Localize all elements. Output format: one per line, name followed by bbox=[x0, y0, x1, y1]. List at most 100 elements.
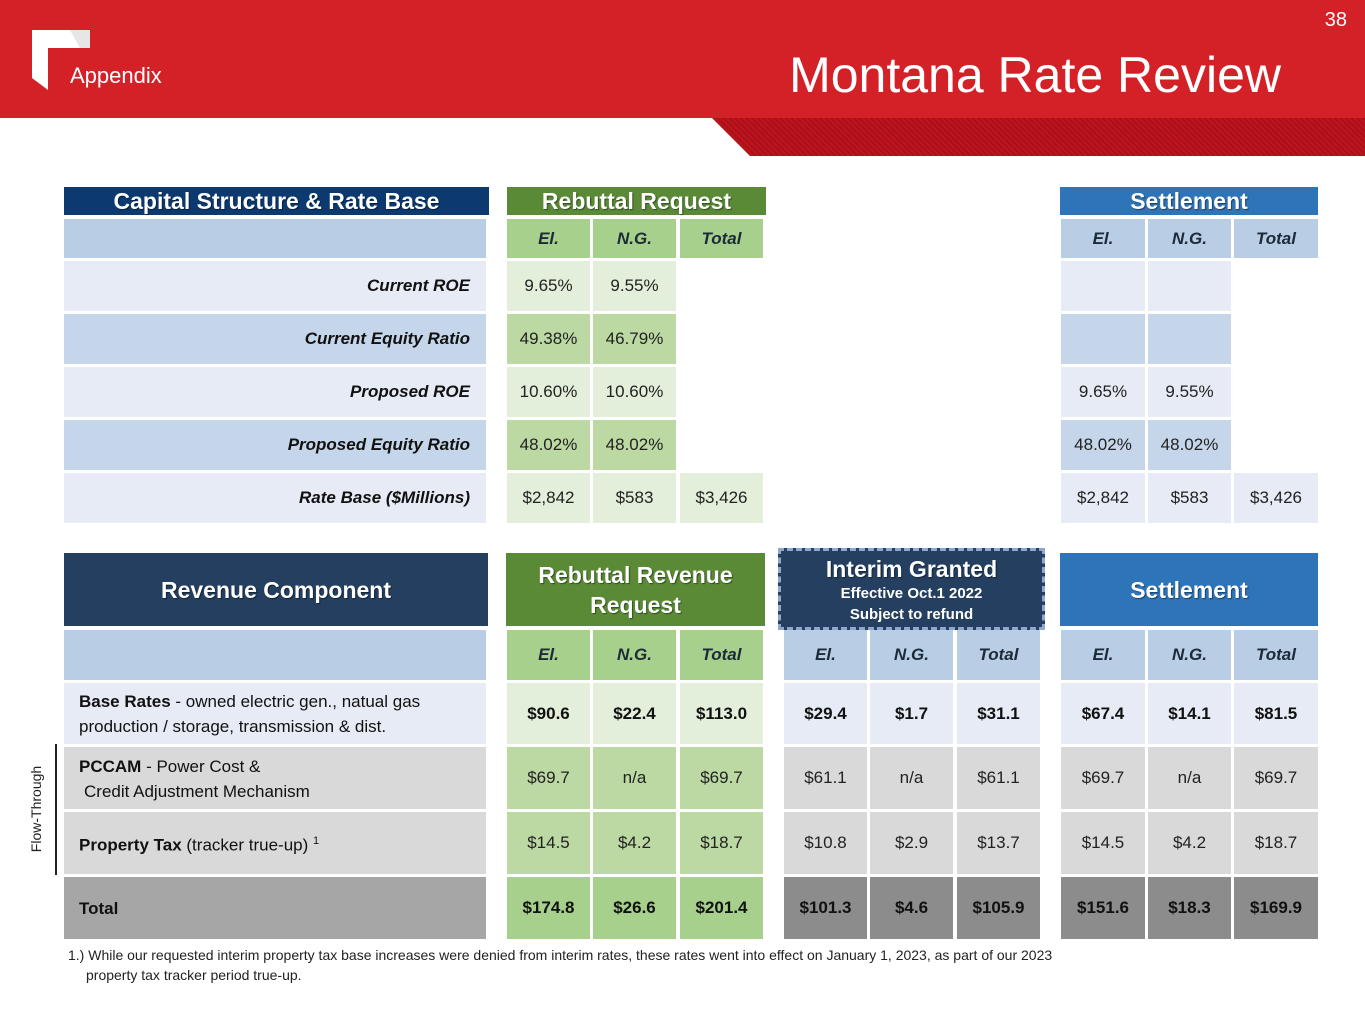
table2-rebuttal-col-total: Total bbox=[680, 630, 763, 680]
row-label-rest: - Power Cost & bbox=[141, 757, 261, 776]
table1-rebuttal-col-ng: N.G. bbox=[593, 219, 676, 258]
table1-cell: 9.65% bbox=[1061, 367, 1145, 417]
row-label-proposed-roe: Proposed ROE bbox=[64, 367, 486, 417]
table1-cell: 49.38% bbox=[507, 314, 590, 364]
table2-cell: $69.7 bbox=[680, 747, 763, 809]
table2-cell: $26.6 bbox=[593, 877, 676, 939]
table1-cell: $2,842 bbox=[507, 473, 590, 523]
page-number: 38 bbox=[1324, 9, 1347, 31]
row-label-line2: Credit Adjustment Mechanism bbox=[84, 782, 310, 801]
row-label-line1: Property Tax (tracker true-up) 1 bbox=[79, 829, 319, 858]
table2-rebuttal-col-ng: N.G. bbox=[593, 630, 676, 680]
table2-cell: $61.1 bbox=[957, 747, 1040, 809]
row-label-bold: PCCAM bbox=[79, 757, 142, 776]
row-label-property-tax: Property Tax (tracker true-up) 1 bbox=[64, 812, 486, 874]
table2-cell: n/a bbox=[1148, 747, 1231, 809]
rebuttal-revenue-request-header: Rebuttal Revenue Request bbox=[506, 553, 765, 626]
header-stripe bbox=[712, 118, 1365, 156]
row-label-line2: production / storage, transmission & dis… bbox=[79, 717, 387, 736]
row-label-total: Total bbox=[64, 877, 486, 939]
row-label-base-rates: Base Rates - owned electric gen., natual… bbox=[64, 683, 486, 744]
table1-cell: 9.65% bbox=[507, 261, 590, 311]
interim-effective-date: Effective Oct.1 2022 bbox=[840, 585, 983, 602]
table2-cell: $69.7 bbox=[507, 747, 590, 809]
table2-cell: $101.3 bbox=[784, 877, 867, 939]
table2-cell: $29.4 bbox=[784, 683, 867, 744]
table1-cell: $2,842 bbox=[1061, 473, 1145, 523]
rebuttal-request-header: Rebuttal Request bbox=[507, 187, 766, 215]
table2-cell: $14.5 bbox=[1061, 812, 1145, 874]
footnote-mark: 1 bbox=[313, 834, 320, 847]
table1-cell: $583 bbox=[1148, 473, 1231, 523]
table2-cell: $69.7 bbox=[1061, 747, 1145, 809]
table2-cell: $90.6 bbox=[507, 683, 590, 744]
table1-cell bbox=[1148, 314, 1231, 364]
table1-cell: 10.60% bbox=[593, 367, 676, 417]
table1-rebuttal-col-el: El. bbox=[507, 219, 590, 258]
row-label-current-roe: Current ROE bbox=[64, 261, 486, 311]
row-label-current-equity-ratio: Current Equity Ratio bbox=[64, 314, 486, 364]
table2-cell: $31.1 bbox=[957, 683, 1040, 744]
table1-cell: 48.02% bbox=[507, 420, 590, 470]
table1-cell: 48.02% bbox=[1148, 420, 1231, 470]
table1-cell: 48.02% bbox=[1061, 420, 1145, 470]
interim-granted-header: Interim Granted Effective Oct.1 2022 Sub… bbox=[778, 548, 1045, 630]
table1-rebuttal-col-total: Total bbox=[680, 219, 763, 258]
table2-cell: $61.1 bbox=[784, 747, 867, 809]
row-label-line1: Base Rates - owned electric gen., natual… bbox=[79, 689, 486, 714]
section-label: Appendix bbox=[70, 63, 162, 88]
table1-settlement-col-ng: N.G. bbox=[1148, 219, 1231, 258]
table2-cell: $18.3 bbox=[1148, 877, 1231, 939]
table2-cell: n/a bbox=[593, 747, 676, 809]
header-banner bbox=[0, 0, 1365, 118]
row-label-bold: Base Rates bbox=[79, 692, 171, 711]
table2-cell: $14.1 bbox=[1148, 683, 1231, 744]
table2-cell: $13.7 bbox=[957, 812, 1040, 874]
row-label-rest: - owned electric gen., natual gas bbox=[170, 692, 421, 711]
table2-interim-col-ng: N.G. bbox=[870, 630, 953, 680]
table1-cell bbox=[1148, 261, 1231, 311]
table2-settlement-col-el: El. bbox=[1061, 630, 1145, 680]
revenue-component-header: Revenue Component bbox=[64, 553, 488, 626]
flow-through-bracket bbox=[55, 744, 57, 875]
table1-cell: $3,426 bbox=[1234, 473, 1318, 523]
table1-cell bbox=[1061, 261, 1145, 311]
table2-cell: $2.9 bbox=[870, 812, 953, 874]
footnote-line1: 1.) While our requested interim property… bbox=[68, 947, 1053, 963]
table2-cell: $4.6 bbox=[870, 877, 953, 939]
flow-through-label: Flow-Through bbox=[28, 765, 44, 853]
table2-cell: $22.4 bbox=[593, 683, 676, 744]
table1-subheader-blank bbox=[64, 219, 486, 258]
row-label-rate-base: Rate Base ($Millions) bbox=[64, 473, 486, 523]
table1-settlement-col-el: El. bbox=[1061, 219, 1145, 258]
settlement-header-1: Settlement bbox=[1060, 187, 1318, 215]
table1-cell: 10.60% bbox=[507, 367, 590, 417]
table2-cell: $174.8 bbox=[507, 877, 590, 939]
row-label-pccam: PCCAM - Power Cost & Credit Adjustment M… bbox=[64, 747, 486, 809]
table2-interim-col-total: Total bbox=[957, 630, 1040, 680]
interim-granted-title: Interim Granted bbox=[825, 556, 998, 582]
table2-cell: $4.2 bbox=[593, 812, 676, 874]
footnote-line2: property tax tracker period true-up. bbox=[86, 967, 302, 983]
table1-cell: $3,426 bbox=[680, 473, 763, 523]
row-label-rest: (tracker true-up) bbox=[181, 835, 309, 855]
table2-settlement-col-ng: N.G. bbox=[1148, 630, 1231, 680]
row-label-line1: PCCAM - Power Cost & bbox=[79, 754, 486, 779]
table2-cell: $69.7 bbox=[1234, 747, 1318, 809]
table2-cell: $201.4 bbox=[680, 877, 763, 939]
table2-cell: $81.5 bbox=[1234, 683, 1318, 744]
table2-cell: $151.6 bbox=[1061, 877, 1145, 939]
footnote: 1.) While our requested interim property… bbox=[68, 945, 1268, 985]
table2-cell: $105.9 bbox=[957, 877, 1040, 939]
settlement-header-2: Settlement bbox=[1060, 553, 1318, 626]
table1-cell: 48.02% bbox=[593, 420, 676, 470]
table2-rebuttal-col-el: El. bbox=[507, 630, 590, 680]
interim-subject-to-refund: Subject to refund bbox=[849, 606, 974, 623]
table2-cell: $1.7 bbox=[870, 683, 953, 744]
table1-cell: 9.55% bbox=[593, 261, 676, 311]
table2-cell: $18.7 bbox=[1234, 812, 1318, 874]
table1-cell: 46.79% bbox=[593, 314, 676, 364]
table2-cell: $18.7 bbox=[680, 812, 763, 874]
page-title: Montana Rate Review bbox=[789, 47, 1281, 103]
table2-cell: $10.8 bbox=[784, 812, 867, 874]
